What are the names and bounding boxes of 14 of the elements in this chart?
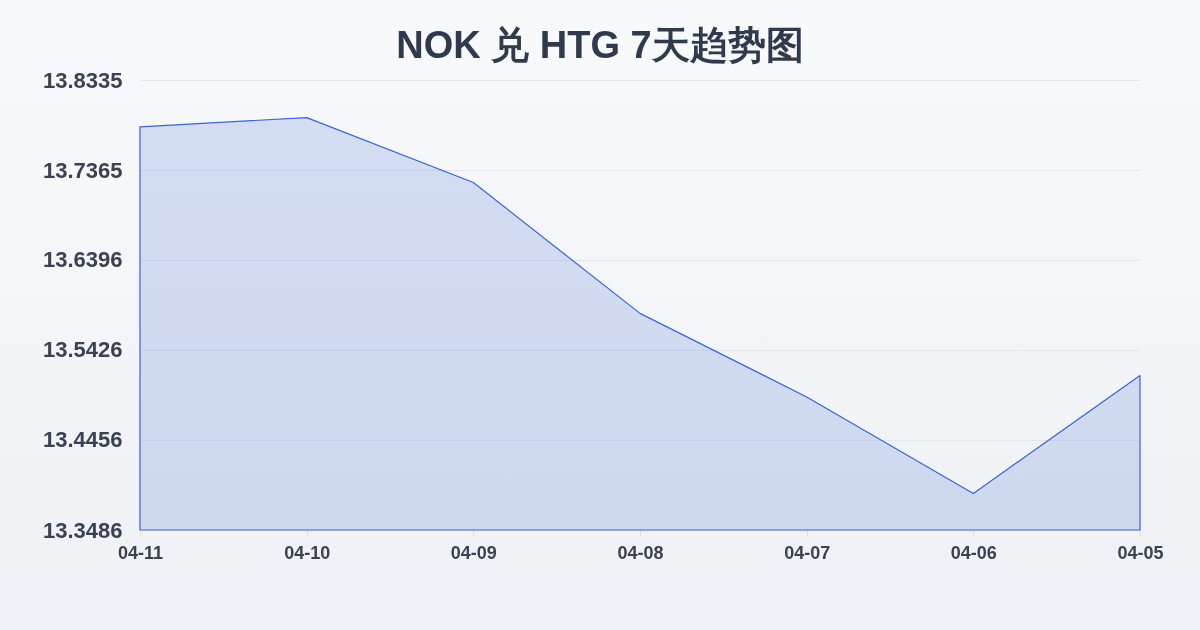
x-tick-label: 04-05 [1117, 542, 1164, 563]
x-tick-label: 04-06 [950, 542, 997, 563]
chart-title: NOK 兑 HTG 7天趋势图 [396, 24, 804, 66]
y-tick-label: 13.7365 [42, 157, 123, 183]
x-tick-label: 04-09 [450, 542, 497, 563]
y-tick-label: 13.5426 [42, 337, 123, 363]
x-tick-label: 04-08 [617, 542, 664, 563]
y-tick-label: 13.4456 [42, 427, 123, 453]
y-tick-label: 13.3486 [42, 517, 123, 543]
y-tick-label: 13.8335 [42, 67, 123, 93]
x-tick-label: 04-11 [117, 542, 164, 563]
x-tick-label: 04-07 [784, 542, 831, 563]
x-tick-label: 04-10 [284, 542, 331, 563]
y-tick-label: 13.6396 [42, 247, 123, 273]
